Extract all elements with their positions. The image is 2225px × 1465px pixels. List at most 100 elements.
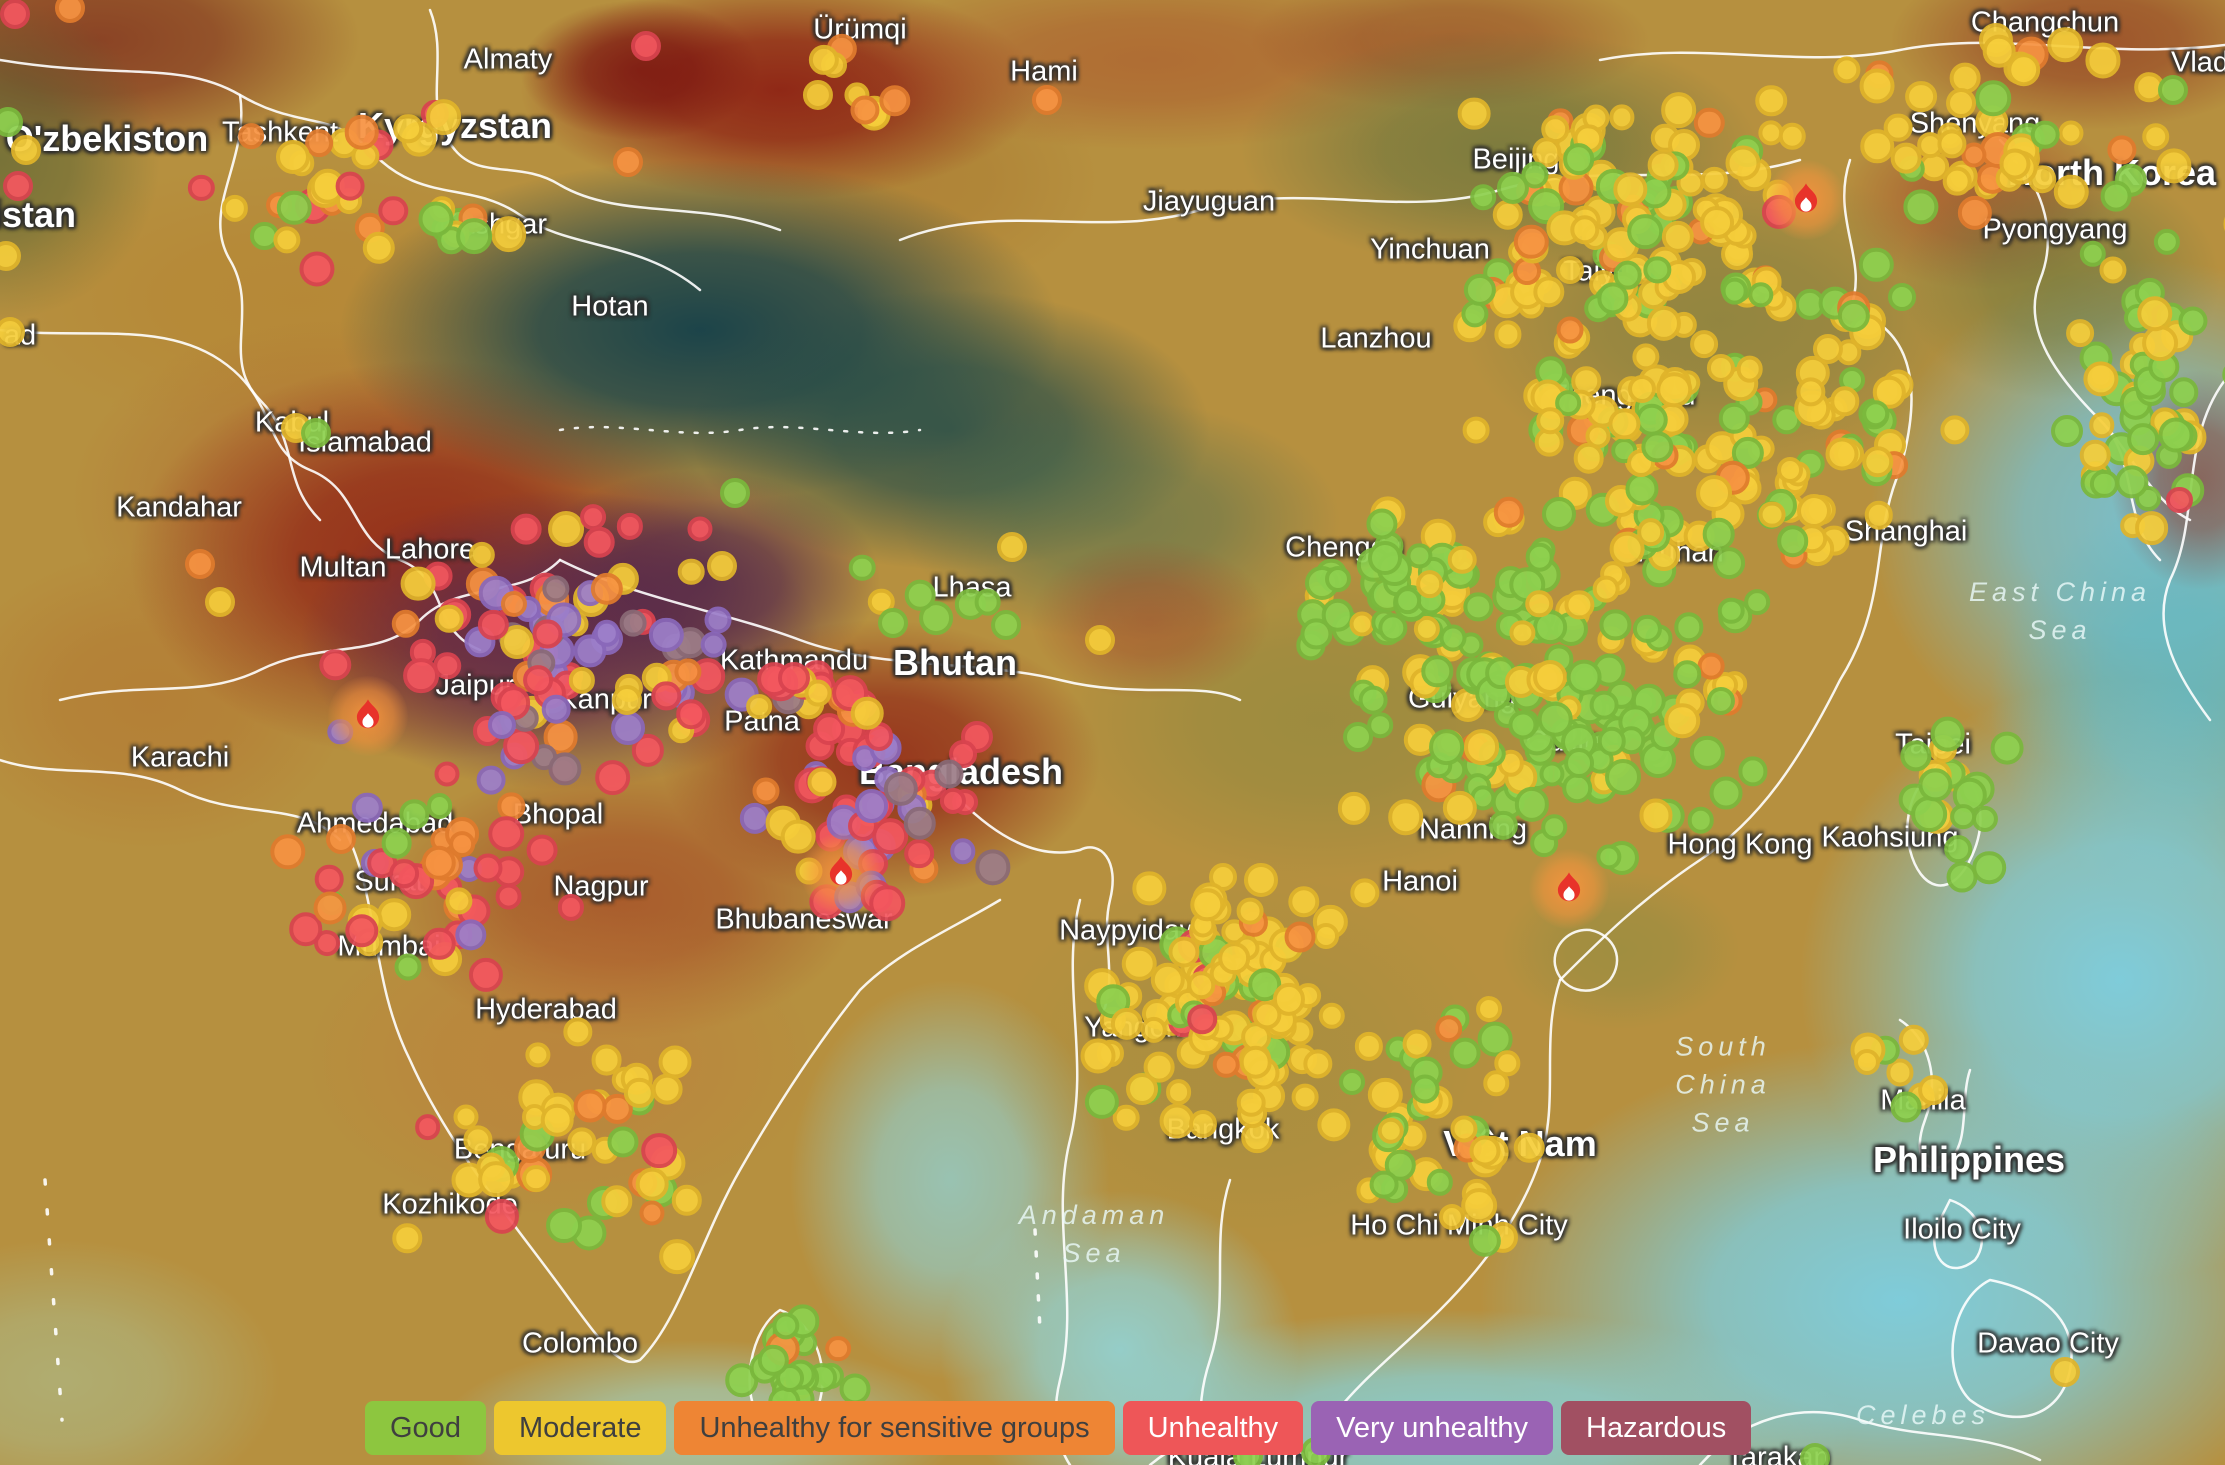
aqi-marker-unhealthy[interactable]	[478, 609, 509, 641]
city-label: Karachi	[130, 741, 230, 774]
aqi-marker-unhealthy[interactable]	[580, 504, 607, 531]
aqi-marker-unhealthy[interactable]	[631, 734, 665, 767]
legend-item-very-unhealthy: Very unhealthy	[1311, 1401, 1554, 1455]
sea-label: Andaman Sea	[1019, 1197, 1170, 1273]
aqi-marker-hazardous[interactable]	[542, 575, 570, 603]
sea-label-line: Sea	[2028, 615, 2092, 645]
aqi-marker-moderate[interactable]	[468, 541, 495, 568]
sea-label-line: Andaman	[1018, 1200, 1170, 1231]
aqi-marker-moderate[interactable]	[221, 195, 249, 222]
sea-label-line: East China	[1968, 577, 2152, 608]
aqi-marker-good[interactable]	[418, 201, 454, 237]
aqi-marker-moderate[interactable]	[276, 139, 311, 174]
legend-item-label: Hazardous	[1586, 1411, 1727, 1444]
city-label: Hotan	[571, 290, 649, 323]
sea-label-line: China	[1675, 1069, 1771, 1100]
city-label: Pyongyang	[1982, 213, 2128, 246]
legend-item-unhealthy: Unhealthy	[1122, 1401, 1304, 1455]
aqi-marker-moderate[interactable]	[425, 98, 462, 135]
aqi-marker-unhealthy[interactable]	[651, 680, 682, 711]
aqi-marker-usg[interactable]	[590, 572, 623, 606]
country-label: Philippines	[1872, 1139, 2066, 1180]
aqi-marker-usg[interactable]	[674, 658, 702, 686]
aqi-marker-moderate[interactable]	[707, 551, 738, 582]
aqi-marker-vunhealthy[interactable]	[542, 694, 571, 724]
aqi-marker-vunhealthy[interactable]	[476, 765, 506, 795]
city-label: Jiayuguan	[1142, 185, 1276, 218]
legend-item-unhealthy-for-sensitive-groups: Unhealthy for sensitive groups	[674, 1401, 1115, 1455]
fire-marker-icon[interactable]	[328, 676, 408, 756]
aqi-marker-unhealthy[interactable]	[299, 251, 335, 287]
aqi-marker-unhealthy[interactable]	[616, 513, 643, 540]
fire-marker-icon[interactable]	[801, 833, 881, 913]
city-label: Hanoi	[1382, 865, 1458, 898]
aqi-marker-vunhealthy[interactable]	[593, 620, 621, 647]
legend-item-label: Very unhealthy	[1336, 1411, 1529, 1444]
aqi-marker-usg[interactable]	[879, 85, 911, 117]
heat-blob	[300, 900, 820, 1220]
aqi-marker-usg[interactable]	[850, 95, 880, 125]
aqi-marker-moderate[interactable]	[400, 566, 436, 601]
aqi-marker-moderate[interactable]	[362, 231, 395, 264]
aqi-marker-usg[interactable]	[344, 114, 379, 150]
aqi-marker-vunhealthy[interactable]	[700, 631, 727, 659]
aqi-marker-unhealthy[interactable]	[335, 171, 365, 201]
aqi-marker-moderate[interactable]	[803, 80, 834, 111]
city-label: Almaty	[463, 43, 553, 76]
aqi-marker-unhealthy[interactable]	[434, 761, 460, 787]
aqi-marker-unhealthy[interactable]	[522, 665, 553, 696]
aqi-marker-moderate[interactable]	[273, 226, 301, 254]
legend-item-good: Good	[365, 1401, 486, 1455]
city-label: Colombo	[521, 1327, 639, 1360]
legend-item-label: Good	[390, 1411, 461, 1444]
aqi-marker-hazardous[interactable]	[548, 752, 582, 786]
aqi-marker-moderate[interactable]	[393, 113, 423, 144]
aqi-marker-moderate[interactable]	[434, 604, 464, 633]
aqi-marker-usg[interactable]	[391, 609, 421, 639]
aqi-marker-vunhealthy[interactable]	[649, 617, 684, 652]
city-label: Kandahar	[116, 491, 242, 524]
aqi-marker-unhealthy[interactable]	[319, 649, 352, 681]
country-label: istan	[0, 194, 77, 235]
aqi-marker-usg[interactable]	[238, 123, 265, 150]
aqi-marker-unhealthy[interactable]	[687, 516, 713, 542]
aqi-marker-hazardous[interactable]	[619, 609, 647, 637]
aqi-marker-good[interactable]	[277, 190, 312, 225]
sea-label-line: South	[1675, 1031, 1771, 1062]
aqi-marker-moderate[interactable]	[568, 667, 595, 694]
fire-marker-icon[interactable]	[1766, 160, 1846, 240]
aqi-marker-unhealthy[interactable]	[594, 759, 631, 796]
fire-marker-icon[interactable]	[1529, 849, 1609, 929]
city-label: Bhubaneswar	[715, 903, 893, 936]
aqi-marker-unhealthy[interactable]	[532, 619, 563, 649]
city-label: Vlad	[2170, 46, 2225, 79]
aqi-marker-good[interactable]	[456, 218, 492, 255]
aqi-marker-usg[interactable]	[305, 129, 334, 157]
aqi-marker-unhealthy[interactable]	[378, 195, 408, 226]
city-label: Bhopal	[512, 798, 604, 831]
aqi-marker-unhealthy[interactable]	[510, 513, 542, 545]
aqi-marker-unhealthy[interactable]	[403, 657, 439, 694]
aqi-marker-moderate[interactable]	[490, 216, 527, 252]
city-label: Iloilo City	[1903, 1213, 2021, 1246]
city-label: Lahore	[384, 533, 476, 566]
city-label: Yinchuan	[1370, 233, 1490, 266]
sea-label-line: Sea	[1691, 1106, 1755, 1137]
sea-label: Celebes	[1856, 1397, 1990, 1435]
aqi-marker-unhealthy[interactable]	[676, 699, 706, 730]
aqi-marker-vunhealthy[interactable]	[488, 710, 517, 739]
sea-label: South China Sea	[1675, 1028, 1771, 1141]
legend-item-moderate: Moderate	[493, 1401, 667, 1455]
city-label: Hami	[1010, 55, 1078, 88]
aqi-marker-unhealthy[interactable]	[188, 174, 215, 202]
legend-item-label: Unhealthy for sensitive groups	[699, 1411, 1090, 1444]
legend-item-hazardous: Hazardous	[1561, 1401, 1752, 1455]
aqi-marker-moderate[interactable]	[809, 44, 840, 75]
sea-label-line: Celebes	[1855, 1400, 1991, 1431]
aqi-marker-moderate[interactable]	[677, 558, 705, 586]
aqi-marker-usg[interactable]	[500, 590, 527, 617]
aqi-marker-moderate[interactable]	[548, 511, 585, 548]
